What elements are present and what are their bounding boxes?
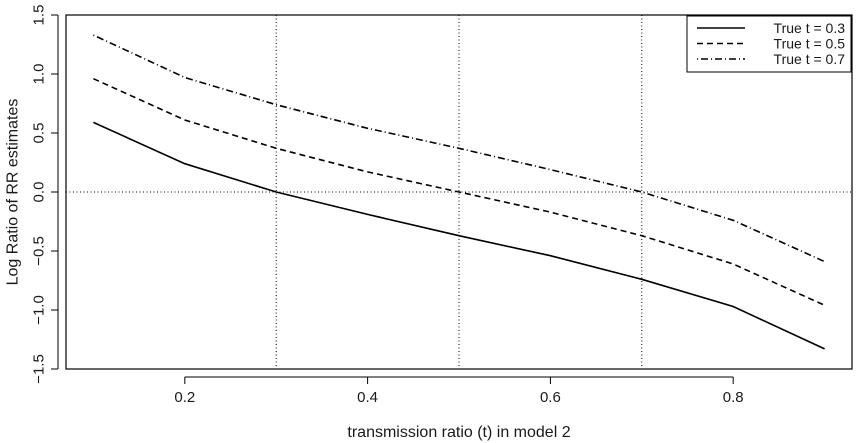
- x-tick-label: 0.4: [357, 389, 378, 406]
- y-tick-label: −1.5: [31, 354, 48, 384]
- x-tick-label: 0.8: [723, 389, 744, 406]
- series-line: [93, 77, 825, 307]
- x-axis: 0.2 0.4 0.6 0.8: [174, 376, 744, 406]
- plot-frame: [65, 14, 853, 370]
- y-tick-label: 1.0: [31, 64, 48, 85]
- legend-label: True t = 0.7: [774, 51, 846, 67]
- y-tick-label: −1.0: [31, 295, 48, 325]
- series-lines: [93, 34, 825, 350]
- x-axis-title: transmission ratio (t) in model 2: [347, 424, 570, 441]
- y-tick-label: 0.0: [31, 182, 48, 203]
- y-tick-label: 1.5: [31, 5, 48, 26]
- legend-box: [686, 15, 852, 73]
- y-tick-label: −0.5: [31, 236, 48, 266]
- y-axis: −1.5 −1.0 −0.5 0.0 0.5 1.0 1.5: [31, 5, 59, 384]
- x-tick-label: 0.6: [540, 389, 561, 406]
- legend-label: True t = 0.3: [774, 20, 846, 36]
- series-line: [93, 121, 825, 350]
- x-tick-label: 0.2: [174, 389, 195, 406]
- y-tick-label: 0.5: [31, 123, 48, 144]
- legend-label: True t = 0.5: [774, 36, 846, 52]
- y-axis-title: Log Ratio of RR estimates: [5, 99, 22, 286]
- series-line: [93, 34, 825, 263]
